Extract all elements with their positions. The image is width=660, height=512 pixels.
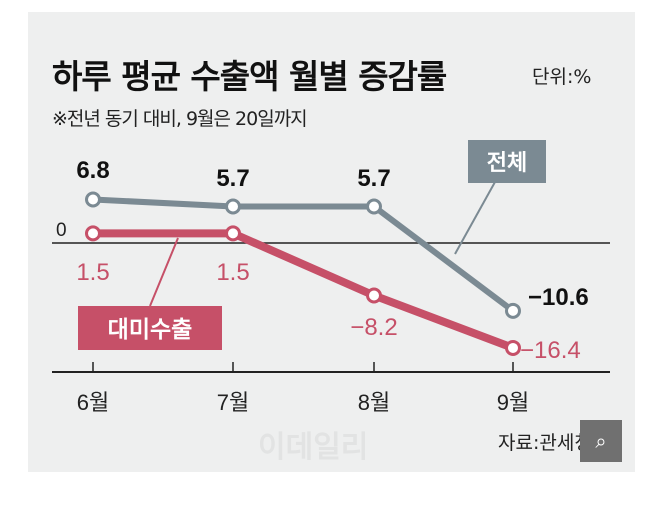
data-point [225, 225, 241, 242]
data-label: 5.7 [357, 165, 390, 192]
chart-panel [28, 12, 635, 472]
data-point [85, 191, 101, 208]
data-point [505, 302, 521, 319]
x-tick-label: 8월 [358, 390, 390, 415]
series-line-total [92, 196, 515, 314]
data-label: 1.5 [216, 259, 249, 286]
data-point [225, 198, 241, 215]
callout-pointer-us [149, 237, 179, 307]
data-label: −10.6 [528, 284, 589, 311]
data-point [85, 225, 101, 242]
series-line-us [93, 229, 515, 352]
x-tick-label: 9월 [497, 390, 529, 415]
zero-label: 0 [56, 220, 67, 241]
legend-box-us [78, 306, 222, 350]
data-label: 1.5 [76, 259, 109, 286]
legend-label-us: 대미수출 [108, 317, 193, 343]
x-tick-label: 7월 [217, 390, 249, 415]
unit-label: 단위:% [532, 66, 592, 88]
zoom-icon[interactable]: ⌕ [580, 420, 622, 462]
watermark: 이데일리 [258, 430, 369, 465]
legend-box-total [468, 140, 546, 183]
data-label: −8.2 [350, 314, 397, 341]
data-label: 5.7 [216, 165, 249, 192]
chart-title: 하루 평균 수출액 월별 증감률 [52, 57, 447, 96]
source-note: 자료:관세청 [498, 432, 592, 454]
data-point [366, 287, 382, 304]
x-tick-label: 6월 [77, 390, 109, 415]
data-label: 6.8 [76, 157, 109, 184]
data-point [366, 198, 382, 215]
callout-pointer-total [454, 181, 496, 255]
data-label: −16.4 [520, 337, 581, 364]
legend-label-total: 전체 [487, 151, 527, 176]
chart-subtitle: ※전년 동기 대비, 9월은 20일까지 [52, 108, 308, 130]
data-point [505, 339, 521, 356]
